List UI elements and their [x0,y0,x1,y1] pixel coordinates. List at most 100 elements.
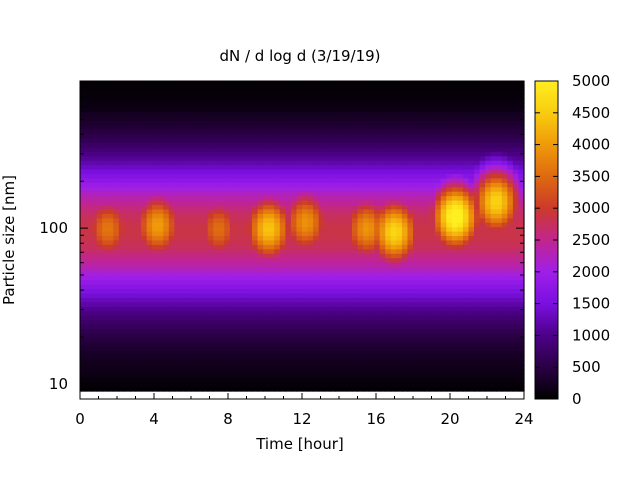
heatmap-cell [268,103,275,109]
heatmap-cell [429,293,436,299]
heatmap-cell [107,89,114,95]
heatmap-cell [246,258,253,264]
heatmap-cell [252,151,259,157]
heatmap-cell [390,116,397,122]
heatmap-cell [229,182,236,188]
heatmap-cell [446,275,453,281]
heatmap-cell [379,244,386,250]
heatmap-cell [401,236,409,242]
heatmap-cell [257,368,264,374]
heatmap-cell [135,178,142,184]
heatmap-cell [363,191,370,197]
heatmap-cell [196,364,203,370]
heatmap-cell [129,280,137,286]
heatmap-cell [207,147,214,153]
heatmap-cell [413,271,420,277]
heatmap-cell [229,147,236,153]
heatmap-cell [174,351,181,357]
heatmap-cell [351,329,359,335]
heatmap-cell [407,178,414,184]
heatmap-cell [379,284,386,290]
heatmap-cell [252,213,259,219]
heatmap-cell [113,151,120,157]
heatmap-cell [396,112,403,118]
heatmap-cell [407,289,414,295]
heatmap-cell [168,191,175,197]
heatmap-cell [307,165,314,171]
heatmap-cell [318,213,325,219]
heatmap-cell [157,346,164,352]
heatmap-cell [462,98,470,104]
heatmap-cell [446,240,453,246]
heatmap-cell [401,298,409,304]
heatmap-cell [363,293,370,299]
heatmap-cell [424,174,431,180]
heatmap-cell [296,258,303,264]
heatmap-cell [374,200,381,206]
heatmap-cell [102,342,109,348]
heatmap-cell [285,271,292,277]
heatmap-cell [207,112,214,118]
heatmap-cell [174,240,181,246]
heatmap-cell [307,89,314,95]
heatmap-cell [246,368,253,374]
heatmap-cell [357,320,364,326]
heatmap-cell [218,94,225,100]
heatmap-cell [457,320,464,326]
heatmap-cell [351,240,359,246]
heatmap-cell [290,85,298,91]
heatmap-cell [263,89,270,95]
heatmap-cell [468,138,475,144]
heatmap-cell [80,112,87,118]
heatmap-cell [340,351,347,357]
heatmap-cell [435,289,442,295]
heatmap-cell [229,360,236,366]
heatmap-cell [124,320,131,326]
heatmap-cell [290,103,298,109]
heatmap-cell [252,94,259,100]
heatmap-cell [374,134,381,140]
heatmap-cell [91,368,98,374]
heatmap-cell [329,368,336,374]
heatmap-cell [296,306,303,312]
heatmap-cell [307,85,314,91]
heatmap-cell [118,382,125,388]
heatmap-cell [224,377,231,383]
heatmap-cell [407,377,414,383]
heatmap-cell [424,187,431,193]
heatmap-cell [196,337,203,343]
heatmap-cell [451,355,458,361]
heatmap-cell [91,94,98,100]
heatmap-cell [396,218,403,224]
heatmap-cell [274,103,281,109]
heatmap-cell [374,81,381,87]
heatmap-cell [102,382,109,388]
heatmap-cell [401,156,409,162]
heatmap-cell [224,222,231,228]
heatmap-cell [224,129,231,135]
heatmap-cell [285,329,292,335]
heatmap-cell [168,240,175,246]
heatmap-cell [346,258,353,264]
heatmap-cell [174,213,181,219]
heatmap-cell [374,337,381,343]
heatmap-cell [207,151,214,157]
heatmap-cell [263,174,270,180]
heatmap-cell [351,377,359,383]
heatmap-cell [207,89,214,95]
heatmap-cell [440,253,447,259]
heatmap-cell [174,289,181,295]
heatmap-cell [129,209,137,215]
heatmap-cell [324,324,331,330]
heatmap-cell [451,360,458,366]
heatmap-cell [413,275,420,281]
heatmap-cell [396,187,403,193]
heatmap-cell [429,240,436,246]
heatmap-cell [335,236,342,242]
heatmap-cell [274,324,281,330]
heatmap-cell [290,280,298,286]
heatmap-cell [185,324,192,330]
heatmap-cell [351,258,359,264]
heatmap-cell [80,315,87,321]
heatmap-cell [407,355,414,361]
